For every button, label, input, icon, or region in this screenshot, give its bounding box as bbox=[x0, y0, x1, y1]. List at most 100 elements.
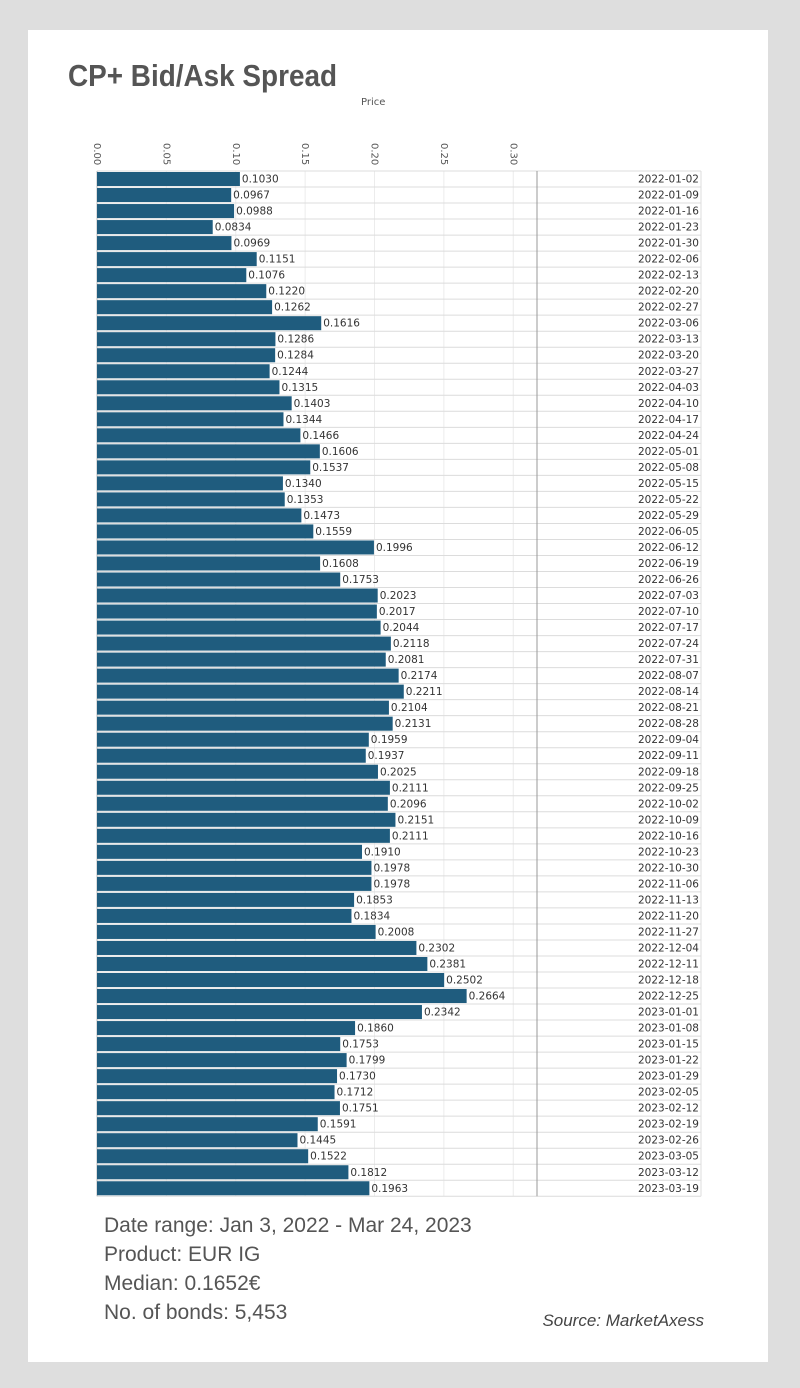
bar-value-label: 0.1812 bbox=[350, 1167, 387, 1179]
bar-value-label: 0.1978 bbox=[373, 862, 410, 874]
bar-value-label: 0.1244 bbox=[272, 366, 309, 378]
bar bbox=[97, 796, 388, 811]
bar-value-label: 0.2151 bbox=[397, 814, 434, 826]
bar bbox=[97, 1181, 370, 1196]
bar-value-label: 0.1559 bbox=[315, 526, 352, 538]
category-label: 2022-09-04 bbox=[638, 734, 699, 746]
bar bbox=[97, 236, 232, 251]
bar-value-label: 0.0834 bbox=[215, 222, 252, 234]
bar-value-label: 0.2111 bbox=[392, 830, 429, 842]
bar bbox=[97, 540, 374, 555]
bar bbox=[97, 524, 314, 539]
bar bbox=[97, 1149, 309, 1164]
category-label: 2023-03-19 bbox=[638, 1183, 699, 1195]
bar bbox=[97, 380, 280, 395]
bar bbox=[97, 924, 376, 939]
bar-value-label: 0.1473 bbox=[303, 510, 340, 522]
category-label: 2023-01-15 bbox=[638, 1039, 699, 1051]
category-label: 2022-09-18 bbox=[638, 766, 699, 778]
bar-value-label: 0.1076 bbox=[248, 270, 285, 282]
category-label: 2022-08-28 bbox=[638, 718, 699, 730]
category-label: 2022-01-16 bbox=[638, 206, 699, 218]
bar-value-label: 0.1220 bbox=[268, 286, 305, 298]
category-label: 2023-01-08 bbox=[638, 1023, 699, 1035]
bar-value-label: 0.2044 bbox=[383, 622, 420, 634]
chart-card: CP+ Bid/Ask Spread Price 0.00 0.05 0.10 0.1… bbox=[28, 30, 768, 1362]
category-label: 2022-05-08 bbox=[638, 462, 699, 474]
chart-title: CP+ Bid/Ask Spread bbox=[68, 58, 338, 93]
category-label: 2022-03-13 bbox=[638, 334, 699, 346]
bar bbox=[97, 492, 285, 507]
category-label: 2023-02-12 bbox=[638, 1103, 699, 1115]
bar bbox=[97, 989, 467, 1004]
bar-value-label: 0.2008 bbox=[378, 926, 415, 938]
bar bbox=[97, 1069, 338, 1084]
category-label: 2022-08-14 bbox=[638, 686, 699, 698]
bar-value-label: 0.1537 bbox=[312, 462, 349, 474]
bar bbox=[97, 876, 372, 891]
bar-value-label: 0.1860 bbox=[357, 1023, 394, 1035]
bar-value-label: 0.2131 bbox=[395, 718, 432, 730]
category-label: 2022-10-30 bbox=[638, 862, 699, 874]
bar bbox=[97, 396, 292, 411]
bar-value-label: 0.2174 bbox=[401, 670, 438, 682]
bond-count-text: No. of bonds: 5,453 bbox=[104, 1301, 288, 1324]
bar bbox=[97, 748, 366, 763]
bar-value-label: 0.2104 bbox=[391, 702, 428, 714]
category-label: 2022-04-03 bbox=[638, 382, 699, 394]
category-label: 2022-01-09 bbox=[638, 190, 699, 202]
bar bbox=[97, 172, 240, 187]
bar-value-label: 0.1834 bbox=[353, 910, 390, 922]
category-label: 2022-05-15 bbox=[638, 478, 699, 490]
bar bbox=[97, 1037, 341, 1052]
category-label: 2022-08-21 bbox=[638, 702, 699, 714]
bar bbox=[97, 1021, 356, 1036]
bar bbox=[97, 508, 302, 523]
category-label: 2022-11-27 bbox=[638, 926, 699, 938]
bar-value-label: 0.2342 bbox=[424, 1007, 461, 1019]
bar-value-label: 0.2211 bbox=[406, 686, 443, 698]
bar-value-label: 0.1996 bbox=[376, 542, 413, 554]
category-label: 2022-03-20 bbox=[638, 350, 699, 362]
category-label: 2022-02-13 bbox=[638, 270, 699, 282]
bar-value-label: 0.2023 bbox=[380, 590, 417, 602]
category-label: 2022-12-04 bbox=[638, 942, 699, 954]
category-label: 2022-08-07 bbox=[638, 670, 699, 682]
bar bbox=[97, 252, 257, 267]
category-label: 2023-01-01 bbox=[638, 1007, 699, 1019]
category-label: 2022-09-11 bbox=[638, 750, 699, 762]
bar bbox=[97, 1085, 335, 1100]
x-tick-label: 0.15 bbox=[299, 143, 310, 165]
bar-value-label: 0.1344 bbox=[285, 414, 322, 426]
bar-value-label: 0.1466 bbox=[302, 430, 339, 442]
bar-value-label: 0.1151 bbox=[259, 254, 296, 266]
x-tick-label: 0.10 bbox=[230, 143, 241, 165]
bar bbox=[97, 956, 428, 971]
bar bbox=[97, 1165, 349, 1180]
bar bbox=[97, 348, 276, 363]
bar bbox=[97, 476, 283, 491]
category-label: 2022-07-17 bbox=[638, 622, 699, 634]
category-label: 2022-06-19 bbox=[638, 558, 699, 570]
bar-value-label: 0.1730 bbox=[339, 1071, 376, 1083]
bar bbox=[97, 940, 417, 955]
bar-value-label: 0.1751 bbox=[342, 1103, 379, 1115]
category-label: 2023-03-12 bbox=[638, 1167, 699, 1179]
bar bbox=[97, 700, 389, 715]
bar-value-label: 0.1608 bbox=[322, 558, 359, 570]
bar bbox=[97, 1117, 318, 1132]
category-label: 2022-05-29 bbox=[638, 510, 699, 522]
bar bbox=[97, 572, 341, 587]
bar-value-label: 0.1286 bbox=[277, 334, 314, 346]
bar bbox=[97, 620, 381, 635]
category-label: 2022-04-24 bbox=[638, 430, 699, 442]
date-range-text: Date range: Jan 3, 2022 - Mar 24, 2023 bbox=[104, 1214, 472, 1237]
bar bbox=[97, 412, 284, 427]
bar-value-label: 0.2017 bbox=[379, 606, 416, 618]
bar bbox=[97, 556, 321, 571]
bar-value-label: 0.1591 bbox=[320, 1119, 357, 1131]
category-label: 2023-03-05 bbox=[638, 1151, 699, 1163]
bar bbox=[97, 300, 273, 315]
bar bbox=[97, 860, 372, 875]
x-tick-label: 0.05 bbox=[160, 143, 171, 165]
